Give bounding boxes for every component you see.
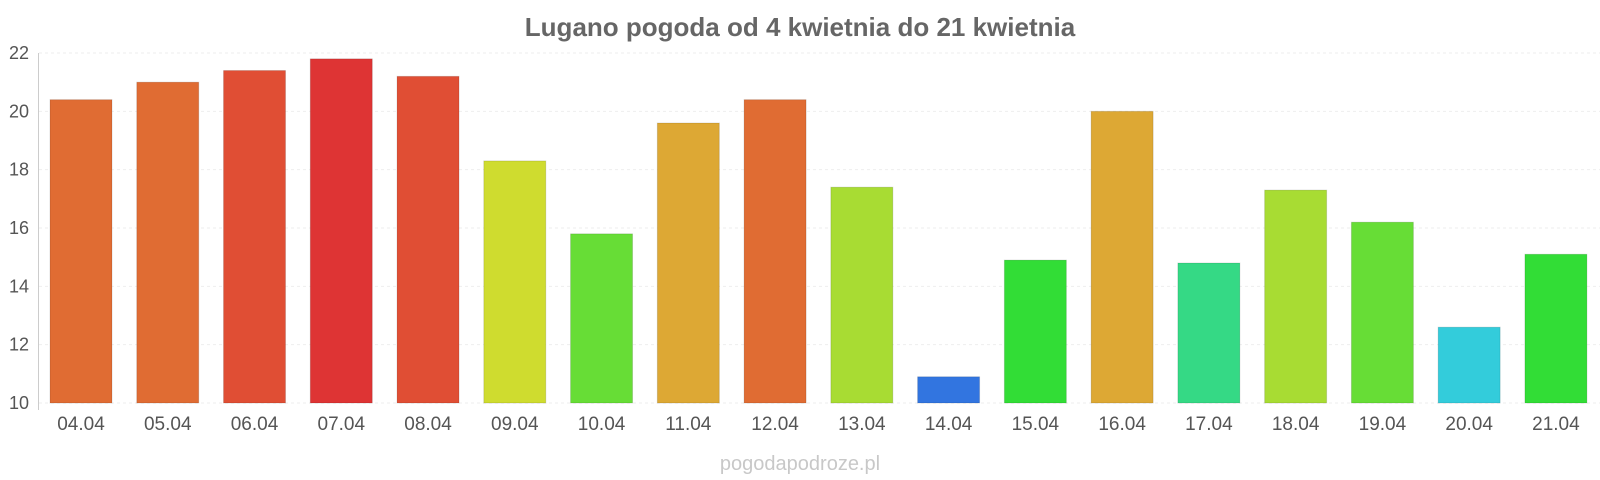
x-tick-label: 06.04 (231, 414, 279, 435)
bar-18.04 (1264, 189, 1328, 404)
x-tick-label: 20.04 (1445, 414, 1493, 435)
bar-13.04 (830, 186, 894, 404)
bar-14.04 (917, 376, 981, 404)
x-tick-label: 14.04 (925, 414, 973, 435)
bar-05.04 (136, 81, 200, 404)
y-tick-label: 20 (9, 101, 29, 121)
y-axis-ticks: 10 12 14 16 18 20 22 (9, 43, 29, 413)
grid (39, 52, 1600, 404)
bar-20.04 (1437, 326, 1501, 404)
x-axis-ticks: 04.04 05.04 06.04 07.04 08.04 09.04 10.04 11.04… (57, 414, 1580, 435)
bar-21.04 (1524, 253, 1588, 404)
bar-07.04 (309, 58, 373, 404)
x-tick-label: 15.04 (1012, 414, 1060, 435)
bar-04.04 (49, 99, 113, 404)
x-tick-label: 13.04 (838, 414, 886, 435)
x-tick-label: 08.04 (404, 414, 452, 435)
bar-08.04 (396, 75, 460, 404)
x-tick-label: 17.04 (1185, 414, 1233, 435)
bar-09.04 (483, 160, 547, 404)
bar-16.04 (1090, 110, 1154, 404)
x-tick-label: 16.04 (1098, 414, 1146, 435)
bar-10.04 (570, 233, 634, 404)
y-tick-label: 14 (9, 276, 29, 296)
x-tick-label: 04.04 (57, 414, 105, 435)
bar-11.04 (656, 122, 720, 404)
x-tick-label: 05.04 (144, 414, 192, 435)
y-tick-label: 12 (9, 335, 29, 355)
chart-title: Lugano pogoda od 4 kwietnia do 21 kwietn… (525, 12, 1076, 42)
x-tick-label: 21.04 (1532, 414, 1580, 435)
bar-19.04 (1350, 221, 1414, 404)
bar-12.04 (743, 99, 807, 404)
bar-15.04 (1003, 259, 1067, 404)
bar-17.04 (1177, 262, 1241, 404)
x-tick-label: 19.04 (1359, 414, 1407, 435)
x-tick-label: 11.04 (665, 414, 712, 435)
y-tick-label: 22 (9, 43, 29, 63)
x-tick-label: 07.04 (318, 414, 366, 435)
y-tick-label: 16 (9, 218, 29, 238)
bar-06.04 (223, 70, 287, 404)
x-tick-label: 18.04 (1272, 414, 1320, 435)
y-tick-label: 18 (9, 160, 29, 180)
credit: pogodapodroze.pl (720, 453, 880, 475)
y-tick-label: 10 (9, 393, 29, 413)
x-tick-label: 10.04 (578, 414, 626, 435)
x-tick-label: 12.04 (751, 414, 799, 435)
bars (49, 58, 1588, 404)
x-tick-label: 09.04 (491, 414, 539, 435)
